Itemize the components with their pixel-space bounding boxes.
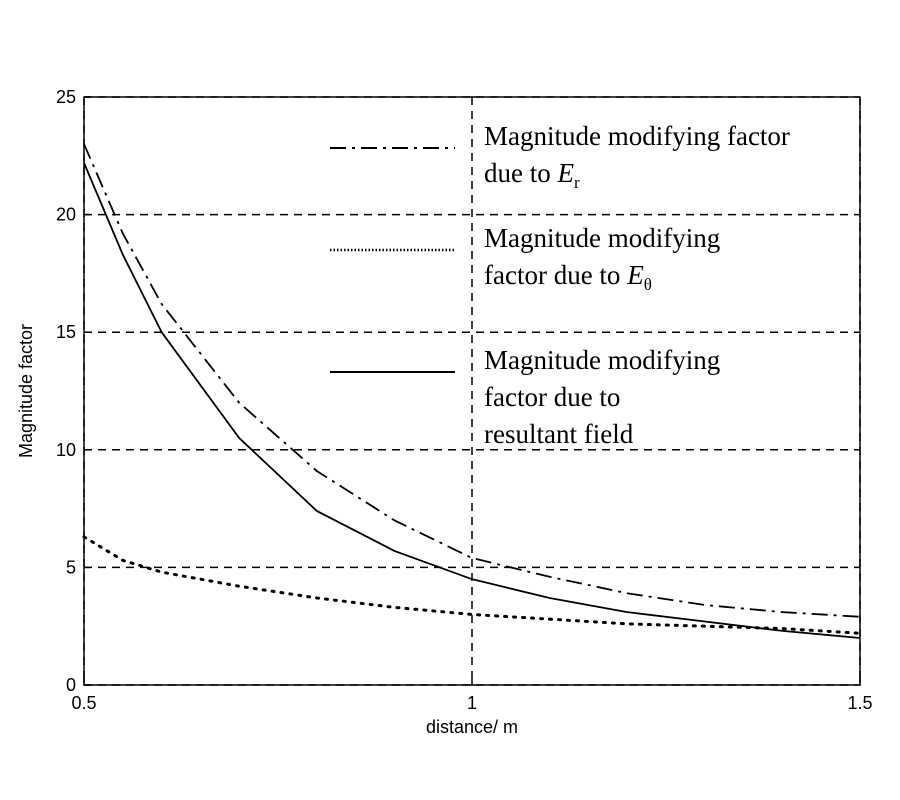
legend-label: Magnitude modifying factor due to resultan… bbox=[484, 345, 720, 449]
x-axis-label: distance/ m bbox=[426, 717, 518, 737]
x-tick-label: 1 bbox=[467, 693, 477, 713]
y-tick-label: 5 bbox=[66, 557, 76, 577]
series-line bbox=[83, 143, 861, 618]
x-tick-label: 1.5 bbox=[847, 693, 872, 713]
y-tick-label: 15 bbox=[56, 322, 76, 342]
y-tick-label: 10 bbox=[56, 440, 76, 460]
series-line bbox=[82, 535, 862, 635]
x-tick-label: 0.5 bbox=[71, 693, 96, 713]
plot-frame bbox=[83, 96, 861, 686]
y-axis-label: Magnitude factor bbox=[16, 324, 36, 458]
series-line bbox=[83, 162, 861, 639]
y-tick-label: 25 bbox=[56, 87, 76, 107]
y-tick-label: 0 bbox=[66, 675, 76, 695]
y-tick-label: 20 bbox=[56, 205, 76, 225]
legend-label: Magnitude modifying factor due to Eθ bbox=[484, 223, 720, 294]
legend-label: Magnitude modifying factor due to Er bbox=[484, 121, 790, 192]
